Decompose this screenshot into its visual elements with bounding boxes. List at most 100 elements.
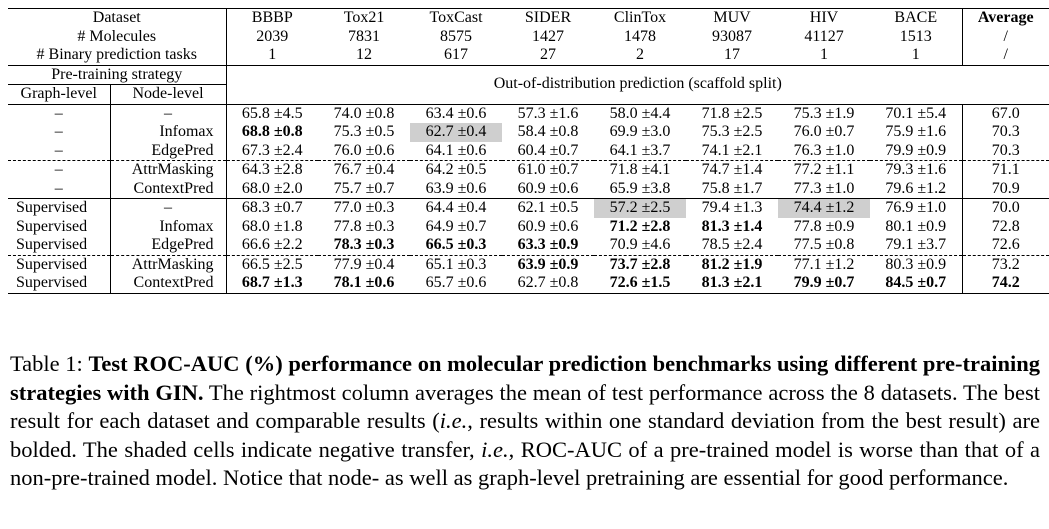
graph-level-strategy: Supervised [8, 236, 111, 255]
result-row: Supervised Infomax 68.0 ±1.8 77.8 ±0.3 64.9 … [8, 217, 1049, 236]
average-cell: 74.2 [961, 274, 1049, 294]
average-cell: 71.1 [961, 160, 1049, 180]
level-header-row: Graph-level Node-level [8, 84, 1049, 104]
graph-level-strategy: Supervised [8, 217, 111, 236]
results-table: Dataset BBBP Tox21 ToxCast SIDER ClinTox… [8, 8, 1049, 294]
result-cell: 57.3 ±1.6 [502, 103, 595, 123]
graph-level-strategy: – [8, 123, 111, 142]
result-cell: 68.0 ±2.0 [241, 179, 303, 197]
result-cell: 66.6 ±2.2 [241, 236, 303, 253]
result-cell: 76.0 ±0.6 [333, 141, 395, 159]
result-cell: 79.4 ±1.3 [686, 198, 779, 218]
graph-level-strategy: – [8, 179, 111, 199]
result-cell: 57.2 ±2.5 [594, 198, 687, 218]
caption-title: Test ROC-AUC (%) performance on molecula… [10, 351, 1040, 405]
result-cell: 65.1 ±0.3 [410, 254, 503, 274]
result-cell: 76.9 ±1.0 [870, 198, 963, 218]
result-cell: 75.3 ±2.5 [701, 123, 763, 140]
molecules-count: 1427 [532, 27, 565, 45]
dataset-name: BBBP [226, 8, 319, 28]
result-cell: 73.7 ±2.8 [594, 254, 687, 274]
dataset-name: MUV [686, 8, 779, 28]
dataset-name: BACE [870, 8, 963, 28]
result-row: Supervised –68.3 ±0.7 77.0 ±0.3 64.4 ±0.4 62… [8, 198, 1049, 218]
table-caption: Table 1: Test ROC-AUC (%) performance on… [10, 350, 1040, 493]
node-level-strategy: – [110, 198, 227, 218]
node-level-strategy: Infomax [110, 123, 227, 142]
average-cell: 70.3 [961, 123, 1049, 142]
result-cell: 65.7 ±0.6 [410, 274, 503, 294]
result-row: – –65.8 ±4.5 74.0 ±0.8 63.4 ±0.6 57.3 ±1.6 58… [8, 103, 1049, 123]
graph-level-strategy: – [8, 103, 111, 123]
tasks-count: 617 [444, 46, 469, 63]
result-cell: 64.4 ±0.4 [410, 198, 503, 218]
result-cell: 68.3 ±0.7 [226, 198, 319, 218]
molecules-row: # Molecules 2039 7831 8575 1427 1478 930… [8, 27, 1049, 46]
caption-text: The rightmost column averages the mean o… [10, 379, 1040, 434]
molecules-count: 8575 [440, 27, 473, 45]
result-cell: 81.3 ±2.1 [686, 274, 779, 294]
result-cell: 77.8 ±0.3 [333, 217, 395, 235]
molecules-count: 1478 [624, 27, 657, 45]
result-cell: 81.3 ±1.4 [701, 217, 763, 235]
molecules-count: 93087 [712, 27, 753, 45]
graph-level-strategy: Supervised [8, 254, 111, 274]
table-body: Dataset BBBP Tox21 ToxCast SIDER ClinTox… [8, 8, 1049, 294]
graph-level-strategy: – [8, 141, 111, 161]
result-cell: 64.1 ±0.6 [425, 141, 487, 159]
result-row: – AttrMasking 64.3 ±2.8 76.7 ±0.4 64.2 ±0.5 6… [8, 160, 1049, 180]
result-cell: 64.3 ±2.8 [226, 160, 319, 180]
average-cell: 67.0 [961, 103, 1049, 123]
result-cell: 70.1 ±5.4 [870, 103, 963, 123]
result-cell: 79.1 ±3.7 [885, 236, 947, 253]
result-cell: 69.9 ±3.0 [609, 123, 671, 140]
result-cell: 77.2 ±1.1 [778, 160, 871, 180]
result-cell: 74.1 ±2.1 [701, 141, 763, 159]
dataset-name: HIV [778, 8, 871, 28]
result-cell: 71.8 ±4.1 [594, 160, 687, 180]
tasks-label: # Binary prediction tasks [8, 46, 227, 65]
result-cell: 60.4 ±0.7 [517, 141, 579, 159]
tasks-count: 17 [724, 46, 741, 63]
tasks-count: 27 [540, 46, 557, 63]
result-cell: 75.9 ±1.6 [885, 123, 947, 140]
tasks-count: 12 [356, 46, 373, 63]
average-cell: 70.3 [961, 141, 1049, 161]
result-cell: 74.7 ±1.4 [686, 160, 779, 180]
graph-level-strategy: – [8, 160, 111, 180]
node-level-strategy: ContextPred [110, 274, 227, 294]
result-cell: 70.9 ±4.6 [609, 236, 671, 253]
caption-text: , ROC-AUC of a pre-trained model is wors… [10, 436, 1040, 491]
result-row: – EdgePred 67.3 ±2.4 76.0 ±0.6 64.1 ±0.6 60.4… [8, 141, 1049, 161]
result-cell: 76.3 ±1.0 [793, 141, 855, 159]
caption-label: Table 1: [10, 351, 89, 376]
node-level-strategy: Infomax [110, 217, 227, 236]
dataset-header: Dataset [8, 8, 227, 28]
result-cell: 75.8 ±1.7 [701, 179, 763, 197]
node-level-strategy: AttrMasking [110, 254, 227, 274]
tasks-count: 1 [268, 46, 277, 63]
result-cell: 77.3 ±1.0 [793, 179, 855, 197]
result-cell: 67.3 ±2.4 [241, 141, 303, 159]
dataset-name: Tox21 [318, 8, 411, 28]
node-level-strategy: EdgePred [110, 141, 227, 161]
result-row: Supervised ContextPred 68.7 ±1.3 78.1 ±0.6 6… [8, 274, 1049, 294]
tasks-count: 2 [636, 46, 645, 63]
molecules-average: / [961, 27, 1049, 46]
result-cell: 60.9 ±0.6 [517, 217, 579, 235]
result-cell: 64.2 ±0.5 [410, 160, 503, 180]
result-cell: 75.3 ±0.5 [333, 123, 395, 140]
result-cell: 68.8 ±0.8 [241, 123, 303, 140]
tasks-average: / [961, 46, 1049, 65]
result-cell: 77.8 ±0.9 [793, 217, 855, 235]
result-cell: 79.9 ±0.9 [885, 141, 947, 159]
dataset-name: ClinTox [594, 8, 687, 28]
caption-ie: i.e. [439, 408, 468, 434]
average-cell: 70.0 [961, 198, 1049, 218]
graph-level-strategy: Supervised [8, 274, 111, 294]
result-cell: 71.8 ±2.5 [686, 103, 779, 123]
node-level-strategy: AttrMasking [110, 160, 227, 180]
result-row: – Infomax 68.8 ±0.8 75.3 ±0.5 62.7 ±0.4 58.4 … [8, 123, 1049, 142]
node-level-strategy: – [110, 103, 227, 123]
node-level-strategy: ContextPred [110, 179, 227, 199]
